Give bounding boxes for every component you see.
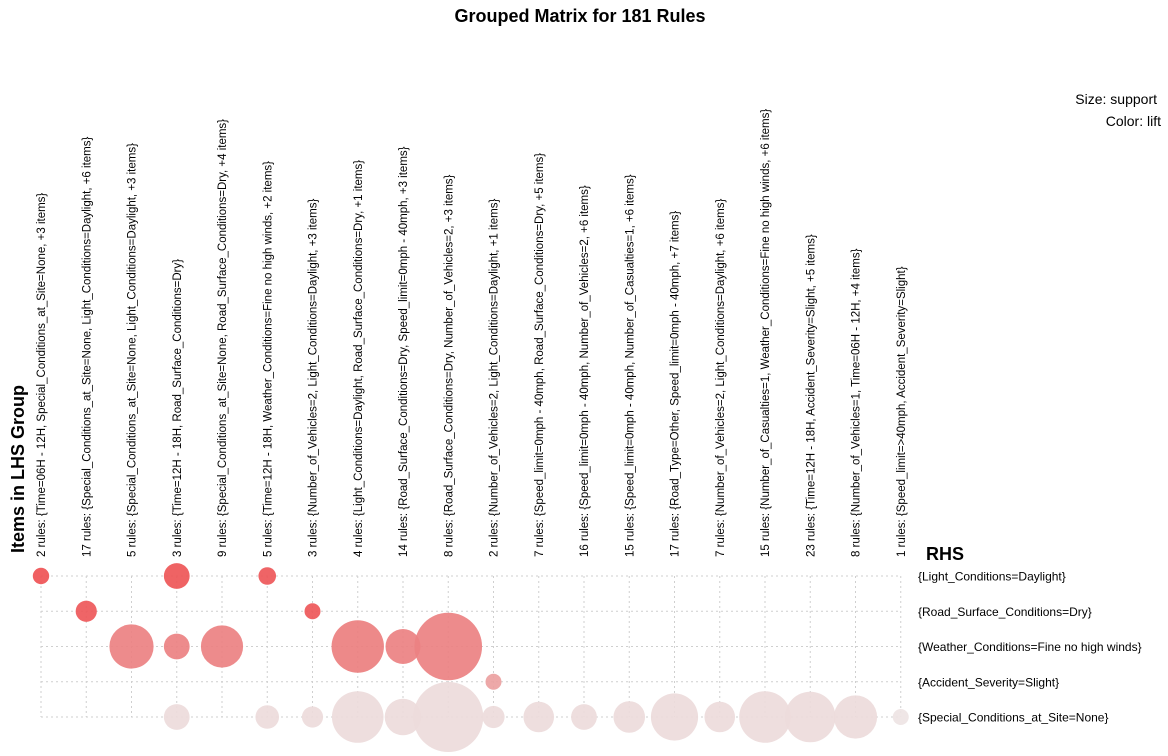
lhs-group-label: 7 rules: {Number_of_Vehicles=2, Light_Co… — [715, 199, 727, 557]
lhs-group-label: 8 rules: {Number_of_Vehicles=1, Time=06H… — [851, 248, 863, 557]
rhs-item-label: {Light_Conditions=Daylight} — [918, 570, 1066, 584]
bubble — [784, 691, 836, 743]
bubble — [485, 673, 502, 690]
bubble — [109, 624, 154, 669]
bubble — [613, 701, 646, 733]
legend-color: Color: lift — [1106, 113, 1161, 129]
bubble — [75, 600, 97, 622]
bubble — [163, 633, 190, 660]
lhs-group-label: 14 rules: {Road_Surface_Conditions=Dry, … — [398, 146, 410, 557]
bubble — [258, 567, 277, 585]
lhs-group-label: 17 rules: {Road_Type=Other, Speed_limit=… — [670, 211, 682, 557]
lhs-group-label: 3 rules: {Time=12H - 18H, Road_Surface_C… — [172, 259, 184, 557]
rhs-item-label: {Road_Surface_Conditions=Dry} — [918, 605, 1092, 619]
lhs-group-label: 15 rules: {Number_of_Casualties=1, Weath… — [760, 109, 772, 557]
x-axis-title: Items in LHS Group — [8, 385, 28, 553]
bubble — [892, 709, 909, 725]
lhs-group-label: 2 rules: {Time=06H - 12H, Special_Condit… — [36, 193, 48, 557]
bubble — [255, 705, 280, 729]
rhs-item-label: {Accident_Severity=Slight} — [918, 675, 1059, 689]
bubble — [414, 612, 483, 681]
bubble — [650, 693, 699, 741]
legend-size: Size: support — [1075, 91, 1157, 107]
lhs-group-label: 4 rules: {Light_Conditions=Daylight, Roa… — [353, 160, 365, 557]
bubble — [482, 705, 505, 729]
bubble — [413, 682, 484, 752]
bubble — [833, 695, 878, 739]
lhs-group-label: 2 rules: {Number_of_Vehicles=2, Light_Co… — [489, 199, 501, 557]
lhs-group-label: 17 rules: {Special_Conditions_at_Site=No… — [81, 137, 93, 557]
lhs-group-label: 7 rules: {Speed_limit=0mph - 40mph, Road… — [534, 153, 546, 557]
bubble — [163, 704, 190, 730]
rhs-item-label: {Special_Conditions_at_Site=None} — [918, 711, 1108, 725]
lhs-group-label: 15 rules: {Speed_limit=0mph - 40mph, Num… — [624, 174, 636, 557]
rhs-item-label: {Weather_Conditions=Fine no high winds} — [918, 640, 1142, 654]
bubble — [385, 629, 421, 664]
lhs-group-label: 1 rules: {Speed_limit=>40mph, Accident_S… — [896, 266, 908, 557]
bubble — [304, 603, 321, 620]
lhs-group-label: 3 rules: {Number_of_Vehicles=2, Light_Co… — [308, 199, 320, 557]
bubble — [331, 620, 384, 673]
bubble — [200, 625, 244, 668]
lhs-group-label: 23 rules: {Time=12H - 18H, Accident_Seve… — [805, 234, 817, 557]
rhs-labels: {Light_Conditions=Daylight} {Road_Surface… — [918, 570, 1142, 725]
lhs-group-label: 5 rules: {Time=12H - 18H, Weather_Condit… — [262, 161, 274, 557]
bubble — [301, 706, 324, 728]
lhs-labels: 2 rules: {Time=06H - 12H, Special_Condit… — [36, 109, 908, 557]
bubbles — [32, 563, 909, 752]
bubble — [704, 701, 736, 733]
lhs-group-label: 16 rules: {Speed_limit=0mph - 40mph, Num… — [579, 185, 591, 557]
bubble — [571, 704, 597, 730]
lhs-group-label: 9 rules: {Special_Conditions_at_Site=Non… — [217, 119, 229, 557]
bubble — [331, 691, 384, 743]
bubble — [163, 563, 190, 589]
lhs-group-label: 5 rules: {Special_Conditions_at_Site=Non… — [127, 143, 139, 557]
bubble — [523, 701, 555, 733]
bubble — [32, 567, 50, 585]
bubble — [384, 698, 422, 736]
bubble — [739, 691, 791, 743]
chart-title: Grouped Matrix for 181 Rules — [454, 6, 705, 26]
y-axis-title: RHS — [926, 544, 964, 564]
lhs-group-label: 8 rules: {Road_Surface_Conditions=Dry, N… — [443, 174, 455, 557]
